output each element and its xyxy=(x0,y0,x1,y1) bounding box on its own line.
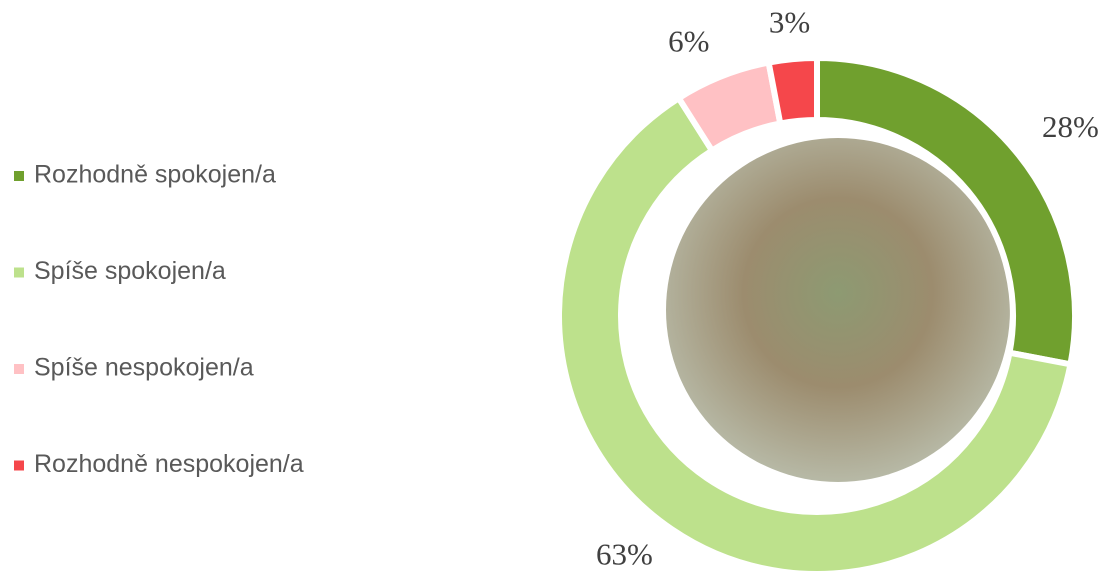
data-label: 3% xyxy=(769,4,810,39)
legend-label: Rozhodně spokojen/a xyxy=(34,161,276,189)
legend-swatch xyxy=(14,364,24,374)
legend-label: Spíše spokojen/a xyxy=(34,257,226,285)
legend-swatch xyxy=(14,268,24,278)
donut-segment xyxy=(769,58,817,123)
legend-label: Rozhodně nespokojen/a xyxy=(34,450,304,478)
legend-swatch xyxy=(14,461,24,471)
chart: Rozhodně spokojen/a Spíše spokojen/a Spíše… xyxy=(0,0,1114,573)
data-label: 6% xyxy=(668,24,709,59)
data-label: 28% xyxy=(1042,109,1099,144)
data-label: 63% xyxy=(596,537,653,572)
center-photo xyxy=(666,138,1010,482)
legend-swatch xyxy=(14,171,24,181)
legend-label: Spíše nespokojen/a xyxy=(34,354,254,382)
